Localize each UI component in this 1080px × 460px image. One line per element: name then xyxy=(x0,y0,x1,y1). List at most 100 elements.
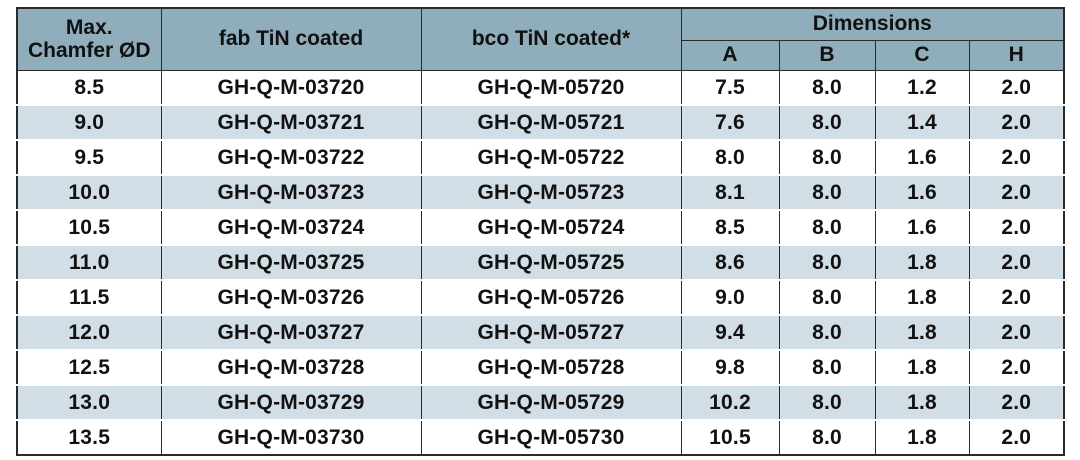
cell-dim-b: 8.0 xyxy=(778,175,876,211)
cell-dim-h: 2.0 xyxy=(968,420,1065,456)
cell-fab-code: GH-Q-M-03724 xyxy=(160,210,422,246)
cell-bco-code: GH-Q-M-05721 xyxy=(420,105,682,141)
cell-fab-code: GH-Q-M-03723 xyxy=(160,175,422,211)
table-row: 9.0 GH-Q-M-03721 GH-Q-M-05721 7.6 8.0 1.4 2.0 xyxy=(16,105,1065,141)
product-table-container: Max. Chamfer ØD fab TiN coated bco TiN c… xyxy=(16,7,1066,456)
cell-fab-code: GH-Q-M-03728 xyxy=(160,350,422,386)
table-row: 12.5 GH-Q-M-03728 GH-Q-M-05728 9.8 8.0 1.8 2.0 xyxy=(16,350,1065,386)
cell-dim-a: 9.8 xyxy=(680,350,780,386)
cell-dim-c: 1.6 xyxy=(874,140,970,176)
cell-dim-c: 1.8 xyxy=(874,315,970,351)
cell-dim-h: 2.0 xyxy=(968,210,1065,246)
cell-max-chamfer: 13.0 xyxy=(16,385,162,421)
table-row: 13.5 GH-Q-M-03730 GH-Q-M-05730 10.5 8.0 1.8 2.… xyxy=(16,420,1065,456)
cell-fab-code: GH-Q-M-03727 xyxy=(160,315,422,351)
header-max-chamfer: Max. Chamfer ØD xyxy=(16,7,162,71)
cell-max-chamfer: 12.5 xyxy=(16,350,162,386)
table-row: 11.5 GH-Q-M-03726 GH-Q-M-05726 9.0 8.0 1.8 2.0 xyxy=(16,280,1065,316)
cell-dim-c: 1.8 xyxy=(874,245,970,281)
header-dim-c: C xyxy=(874,40,970,71)
header-dim-b: B xyxy=(778,40,876,71)
header-dim-a: A xyxy=(680,40,780,71)
cell-max-chamfer: 12.0 xyxy=(16,315,162,351)
cell-max-chamfer: 13.5 xyxy=(16,420,162,456)
cell-bco-code: GH-Q-M-05723 xyxy=(420,175,682,211)
cell-bco-code: GH-Q-M-05730 xyxy=(420,420,682,456)
header-dimensions: Dimensions xyxy=(680,7,1065,41)
cell-dim-b: 8.0 xyxy=(778,105,876,141)
cell-dim-a: 8.6 xyxy=(680,245,780,281)
cell-fab-code: GH-Q-M-03720 xyxy=(160,70,422,106)
cell-dim-c: 1.8 xyxy=(874,280,970,316)
cell-dim-b: 8.0 xyxy=(778,420,876,456)
cell-dim-b: 8.0 xyxy=(778,70,876,106)
cell-fab-code: GH-Q-M-03722 xyxy=(160,140,422,176)
cell-dim-a: 8.5 xyxy=(680,210,780,246)
cell-max-chamfer: 10.5 xyxy=(16,210,162,246)
cell-dim-a: 9.4 xyxy=(680,315,780,351)
cell-bco-code: GH-Q-M-05720 xyxy=(420,70,682,106)
cell-bco-code: GH-Q-M-05722 xyxy=(420,140,682,176)
table-row: 10.0 GH-Q-M-03723 GH-Q-M-05723 8.1 8.0 1.6 2.0 xyxy=(16,175,1065,211)
cell-max-chamfer: 9.0 xyxy=(16,105,162,141)
cell-fab-code: GH-Q-M-03725 xyxy=(160,245,422,281)
cell-dim-c: 1.6 xyxy=(874,210,970,246)
cell-dim-c: 1.8 xyxy=(874,385,970,421)
cell-dim-b: 8.0 xyxy=(778,350,876,386)
cell-dim-h: 2.0 xyxy=(968,105,1065,141)
cell-bco-code: GH-Q-M-05729 xyxy=(420,385,682,421)
cell-dim-h: 2.0 xyxy=(968,70,1065,106)
cell-dim-c: 1.8 xyxy=(874,420,970,456)
cell-dim-h: 2.0 xyxy=(968,350,1065,386)
header-fab-tin-coated: fab TiN coated xyxy=(160,7,422,71)
cell-dim-c: 1.8 xyxy=(874,350,970,386)
cell-dim-a: 8.1 xyxy=(680,175,780,211)
header-dim-h: H xyxy=(968,40,1065,71)
table-row: 12.0 GH-Q-M-03727 GH-Q-M-05727 9.4 8.0 1.8 2.0 xyxy=(16,315,1065,351)
chamfer-tool-table: Max. Chamfer ØD fab TiN coated bco TiN c… xyxy=(16,7,1066,456)
cell-dim-b: 8.0 xyxy=(778,280,876,316)
cell-dim-a: 7.5 xyxy=(680,70,780,106)
table-row: 9.5 GH-Q-M-03722 GH-Q-M-05722 8.0 8.0 1.6 2.0 xyxy=(16,140,1065,176)
cell-max-chamfer: 11.0 xyxy=(16,245,162,281)
cell-dim-h: 2.0 xyxy=(968,385,1065,421)
cell-fab-code: GH-Q-M-03730 xyxy=(160,420,422,456)
cell-dim-b: 8.0 xyxy=(778,315,876,351)
table-body: 8.5 GH-Q-M-03720 GH-Q-M-05720 7.5 8.0 1.2 2.0 9… xyxy=(16,70,1065,456)
cell-dim-b: 8.0 xyxy=(778,385,876,421)
table-row: 8.5 GH-Q-M-03720 GH-Q-M-05720 7.5 8.0 1.2 2.0 xyxy=(16,70,1065,106)
cell-max-chamfer: 8.5 xyxy=(16,70,162,106)
cell-dim-a: 10.5 xyxy=(680,420,780,456)
table-row: 13.0 GH-Q-M-03729 GH-Q-M-05729 10.2 8.0 1.8 2.… xyxy=(16,385,1065,421)
cell-fab-code: GH-Q-M-03721 xyxy=(160,105,422,141)
cell-bco-code: GH-Q-M-05724 xyxy=(420,210,682,246)
cell-bco-code: GH-Q-M-05727 xyxy=(420,315,682,351)
cell-dim-h: 2.0 xyxy=(968,245,1065,281)
cell-bco-code: GH-Q-M-05725 xyxy=(420,245,682,281)
header-bco-tin-coated: bco TiN coated* xyxy=(420,7,682,71)
cell-bco-code: GH-Q-M-05726 xyxy=(420,280,682,316)
cell-dim-h: 2.0 xyxy=(968,280,1065,316)
table-header: Max. Chamfer ØD fab TiN coated bco TiN c… xyxy=(16,7,1065,71)
cell-dim-h: 2.0 xyxy=(968,140,1065,176)
table-row: 10.5 GH-Q-M-03724 GH-Q-M-05724 8.5 8.0 1.6 2.0 xyxy=(16,210,1065,246)
cell-dim-b: 8.0 xyxy=(778,245,876,281)
cell-bco-code: GH-Q-M-05728 xyxy=(420,350,682,386)
cell-dim-a: 7.6 xyxy=(680,105,780,141)
cell-dim-a: 8.0 xyxy=(680,140,780,176)
cell-max-chamfer: 9.5 xyxy=(16,140,162,176)
cell-dim-a: 10.2 xyxy=(680,385,780,421)
cell-max-chamfer: 10.0 xyxy=(16,175,162,211)
cell-max-chamfer: 11.5 xyxy=(16,280,162,316)
cell-dim-b: 8.0 xyxy=(778,210,876,246)
table-row: 11.0 GH-Q-M-03725 GH-Q-M-05725 8.6 8.0 1.8 2.0 xyxy=(16,245,1065,281)
cell-dim-h: 2.0 xyxy=(968,315,1065,351)
cell-dim-c: 1.4 xyxy=(874,105,970,141)
cell-dim-a: 9.0 xyxy=(680,280,780,316)
cell-dim-b: 8.0 xyxy=(778,140,876,176)
cell-dim-c: 1.6 xyxy=(874,175,970,211)
cell-fab-code: GH-Q-M-03729 xyxy=(160,385,422,421)
cell-fab-code: GH-Q-M-03726 xyxy=(160,280,422,316)
cell-dim-c: 1.2 xyxy=(874,70,970,106)
cell-dim-h: 2.0 xyxy=(968,175,1065,211)
